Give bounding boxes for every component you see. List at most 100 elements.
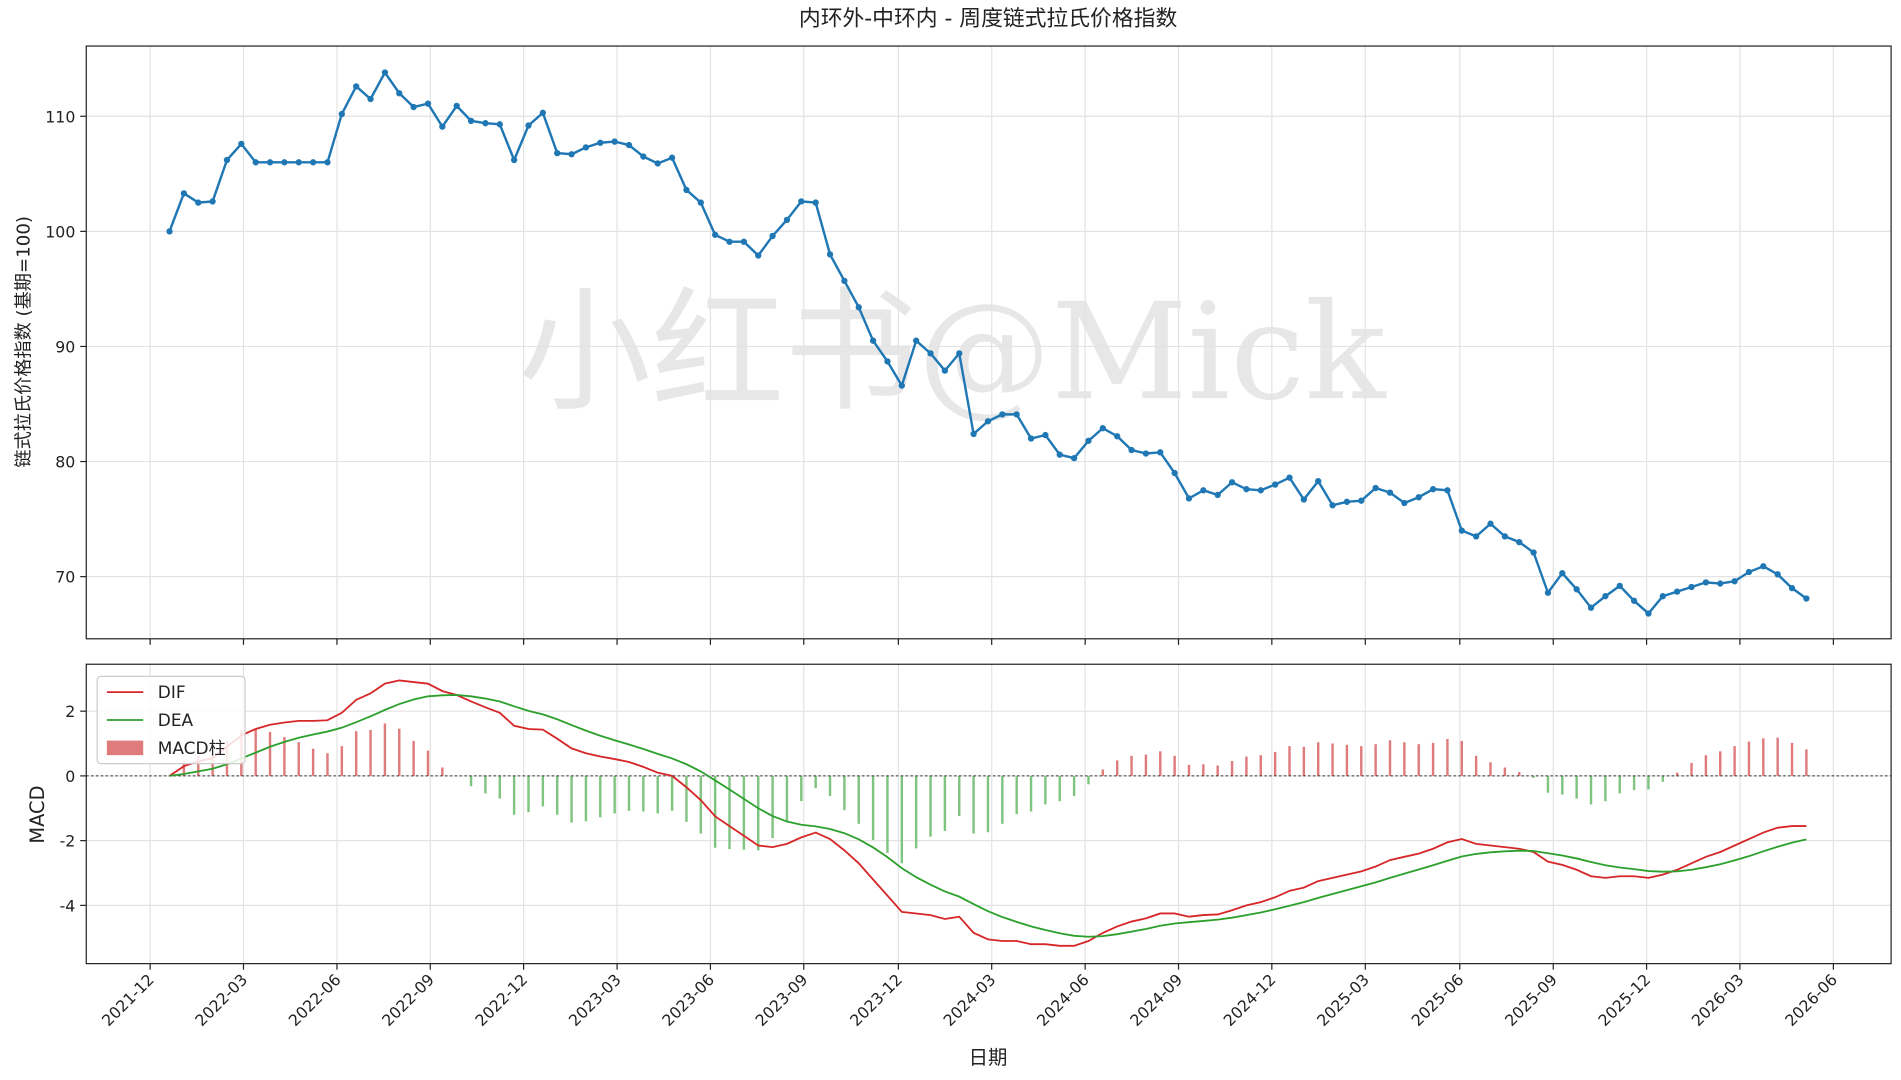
point xyxy=(1774,571,1781,578)
x-axis-label: 日期 xyxy=(969,1046,1008,1069)
point xyxy=(913,337,920,344)
point xyxy=(826,251,834,258)
macd-bar xyxy=(843,775,846,811)
macd-bar xyxy=(699,775,703,834)
point xyxy=(295,159,302,166)
macd-bar xyxy=(1747,741,1751,776)
macd-bar xyxy=(1632,775,1636,791)
x-tick-label: 2021-12 xyxy=(98,970,158,1030)
point xyxy=(338,110,345,118)
macd-bar xyxy=(958,775,961,817)
macd-bar xyxy=(1345,744,1349,776)
x-tick-label: 2022-03 xyxy=(191,970,251,1030)
macd-bar xyxy=(398,728,401,776)
macd-bar xyxy=(1503,767,1507,776)
point xyxy=(353,83,360,90)
point xyxy=(740,238,748,245)
macd-bar xyxy=(441,767,444,776)
macd-bar xyxy=(1388,740,1392,776)
macd-bar xyxy=(570,775,573,823)
macd-bar xyxy=(814,775,817,789)
x-tick-label: 2025-09 xyxy=(1501,970,1561,1030)
point xyxy=(1472,533,1480,540)
point xyxy=(582,144,590,151)
macd-bar xyxy=(1202,764,1205,776)
macd-bar xyxy=(599,775,602,818)
point xyxy=(453,102,460,110)
macd-bar xyxy=(1187,764,1191,776)
macd-bar xyxy=(1733,746,1736,776)
point xyxy=(783,216,791,224)
macd-bar xyxy=(1029,775,1033,812)
y-tick-label: 80 xyxy=(55,453,75,472)
point xyxy=(1731,578,1738,585)
macd-bar xyxy=(642,775,645,812)
point xyxy=(597,139,604,146)
point xyxy=(970,430,977,438)
point xyxy=(1616,582,1623,589)
macd-bar xyxy=(283,737,286,776)
point xyxy=(266,159,274,166)
point xyxy=(1516,538,1523,546)
point xyxy=(1257,487,1264,494)
macd-bar xyxy=(297,742,300,776)
point xyxy=(1300,496,1307,503)
macd-bar xyxy=(972,775,975,834)
macd-bar xyxy=(1259,755,1262,776)
macd-bar xyxy=(1431,742,1435,776)
macd-bar xyxy=(369,729,372,776)
point xyxy=(1214,491,1221,499)
macd-bar xyxy=(627,775,631,811)
y-tick-label: -2 xyxy=(60,832,76,851)
point xyxy=(554,149,561,157)
macd-bar xyxy=(800,775,803,802)
point xyxy=(1372,484,1379,492)
point xyxy=(668,154,676,161)
x-tick-label: 2023-12 xyxy=(846,970,906,1030)
macd-bar xyxy=(1675,772,1679,776)
y-axis-label: MACD xyxy=(26,786,49,844)
point xyxy=(195,199,202,206)
x-tick-label: 2024-03 xyxy=(939,970,999,1030)
macd-bar xyxy=(871,775,875,840)
macd-bar xyxy=(541,775,545,807)
macd-bar xyxy=(1604,775,1607,802)
point xyxy=(1745,568,1753,576)
chart-title: 内环外-中环内 - 周度链式拉氏价格指数 xyxy=(799,6,1178,31)
point xyxy=(1315,477,1322,485)
point xyxy=(640,153,647,160)
point xyxy=(1415,494,1422,501)
point xyxy=(1070,454,1078,462)
point xyxy=(1501,533,1509,540)
point xyxy=(1099,425,1106,432)
point xyxy=(1114,433,1121,440)
macd-bar xyxy=(1374,744,1377,776)
x-tick-label: 2023-03 xyxy=(565,970,625,1030)
y-tick-label: 2 xyxy=(65,702,75,721)
macd-bar xyxy=(498,775,501,799)
point xyxy=(396,90,403,97)
point xyxy=(1602,593,1609,600)
macd-bar xyxy=(211,754,214,776)
point xyxy=(367,95,374,103)
macd-bar xyxy=(656,775,659,814)
point xyxy=(712,231,719,238)
point xyxy=(697,199,704,206)
macd-bar xyxy=(1805,749,1808,776)
macd-bar xyxy=(1087,775,1090,785)
point xyxy=(1358,497,1365,504)
point xyxy=(1587,604,1595,611)
point xyxy=(1630,597,1638,604)
macd-bar xyxy=(1790,742,1794,776)
point xyxy=(525,122,532,129)
x-tick-label: 2024-06 xyxy=(1033,970,1093,1030)
macd-bar xyxy=(412,740,415,776)
macd-bar xyxy=(914,775,918,849)
macd-bar xyxy=(1273,751,1277,776)
point xyxy=(683,186,690,194)
y-tick-label: 90 xyxy=(55,338,75,357)
y-tick-label: 0 xyxy=(65,767,75,786)
x-tick-label: 2025-06 xyxy=(1407,970,1467,1030)
macd-bar xyxy=(1115,760,1119,776)
point xyxy=(855,304,862,311)
